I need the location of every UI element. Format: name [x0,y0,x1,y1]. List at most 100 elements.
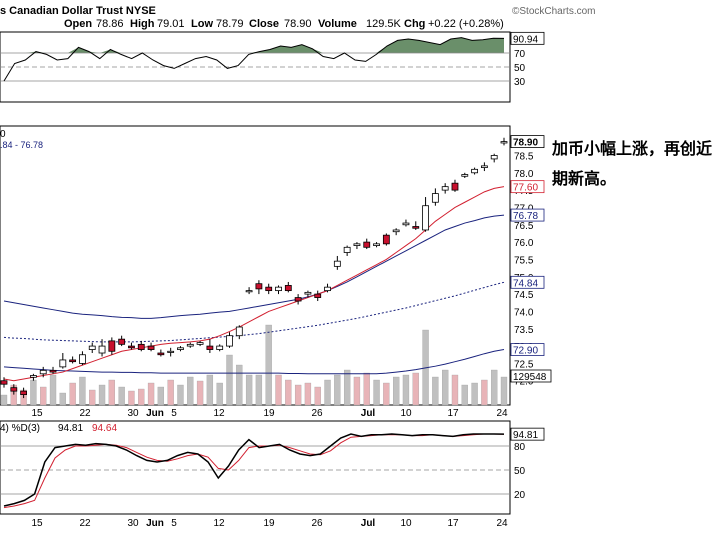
watermark: ©StockCharts.com [512,6,596,17]
candle-body [79,354,86,364]
rsi-last-value: 90.94 [513,34,538,45]
candle-body [490,155,498,160]
close-value: 78.90 [284,18,312,30]
candle-body [88,345,96,350]
stoch-x-tick-label: 5 [171,518,177,529]
candle-body [441,186,449,191]
stoch-tick-label: 50 [514,466,526,477]
ma-legend: .84 - 76.78 [0,140,43,150]
volume-value: 129.5K [366,18,402,30]
rsi-panel: 70 50 30 90.94 [0,31,545,88]
volume-bar [471,382,478,406]
candle-body [206,345,214,350]
candle-body [392,229,400,233]
stoch-x-tick-label: 26 [311,518,323,529]
stoch-panel-frame [0,420,511,515]
volume-bar [79,376,86,406]
volume-bar [334,374,341,406]
stoch-last-value: 94.81 [513,430,538,441]
candle-body [265,286,273,292]
ma-short-value: 77.60 [513,183,538,194]
candle-body [343,246,351,253]
volume-bar [40,386,47,406]
stoch-x-tick-label: 17 [447,518,459,529]
volume-bar [432,376,439,406]
ma-short-line [3,186,505,382]
stoch-k-label: 94.81 [58,423,83,434]
candle-body [245,290,253,293]
price-tick-label: 76.5 [514,221,534,232]
price-tick-label: 73.5 [514,325,534,336]
volume-bar [196,380,204,406]
candle-body [108,340,116,352]
rsi-last-value-box [510,31,545,45]
price-x-tick-label: 10 [400,408,412,419]
candle-body [226,335,233,347]
volume-bar [30,379,37,406]
price-x-tick-label: 19 [263,408,275,419]
volume-bar [147,382,155,406]
candle-body [69,359,77,363]
stoch-d-label: 94.64 [92,423,117,434]
low-label: Low [191,18,213,30]
stoch-x-tick-label: Jul [361,518,376,529]
candle-body [49,369,57,373]
stoch-x-tick-label: 30 [127,518,139,529]
candle-body [235,326,243,337]
candle-body [128,345,135,349]
volume-bar [343,369,351,406]
volume-bar [128,390,135,406]
high-label: High [130,18,155,30]
price-x-tick-label: 30 [127,408,139,419]
price-panel: 78.578.077.577.076.576.075.575.074.574.0… [0,135,552,529]
volume-bar [491,369,498,406]
volume-bar [245,374,253,406]
volume-bar [157,386,165,406]
candle-body [98,345,106,354]
candle-body [10,387,18,392]
candle-body [216,345,224,350]
volume-bar [59,392,66,406]
price-x-tick-label: 26 [311,408,323,419]
price-tick-label: 78.0 [514,169,534,180]
candle-body [30,375,37,378]
volume-bar [383,382,390,406]
stoch-tick-label: 20 [514,490,526,501]
ma-longest-value-box [510,343,545,356]
chg-label: Chg [404,18,425,30]
candle-body [167,350,175,353]
candle-body [20,390,28,396]
price-top-left-label: 0 [0,129,6,140]
candle-body [373,243,380,246]
price-tick-label: 72.5 [514,359,534,370]
stoch-tick-label: 80 [514,442,526,453]
price-tick-label: 75.5 [514,255,534,266]
volume-label: Volume [318,18,357,30]
candle-body [39,369,47,375]
candle-body [471,168,478,174]
volume-bar [226,354,233,406]
volume-bar [89,389,96,406]
stoch-k-line [3,433,505,507]
rsi-panel-frame [0,31,511,103]
candle-body [422,205,429,231]
candle-body [186,343,194,347]
stoch-x-tick-label: 24 [496,518,508,529]
candle-body [480,165,488,168]
price-tick-label: 74.5 [514,290,534,301]
price-tick-label: 78.5 [514,151,534,162]
volume-bar [373,379,380,406]
volume-bar [167,379,174,406]
volume-bar [108,379,115,406]
volume-bar [206,374,214,406]
candle-body [402,222,410,226]
volume-bar [481,379,488,406]
price-x-tick-label: 22 [79,408,91,419]
candle-body [324,286,331,292]
candle-body [0,380,8,385]
ma-longest-line [3,349,505,375]
candle-body [137,343,145,350]
volume-bar [285,379,292,406]
stoch-x-tick-label: 10 [400,518,412,529]
volume-bar [216,382,223,406]
